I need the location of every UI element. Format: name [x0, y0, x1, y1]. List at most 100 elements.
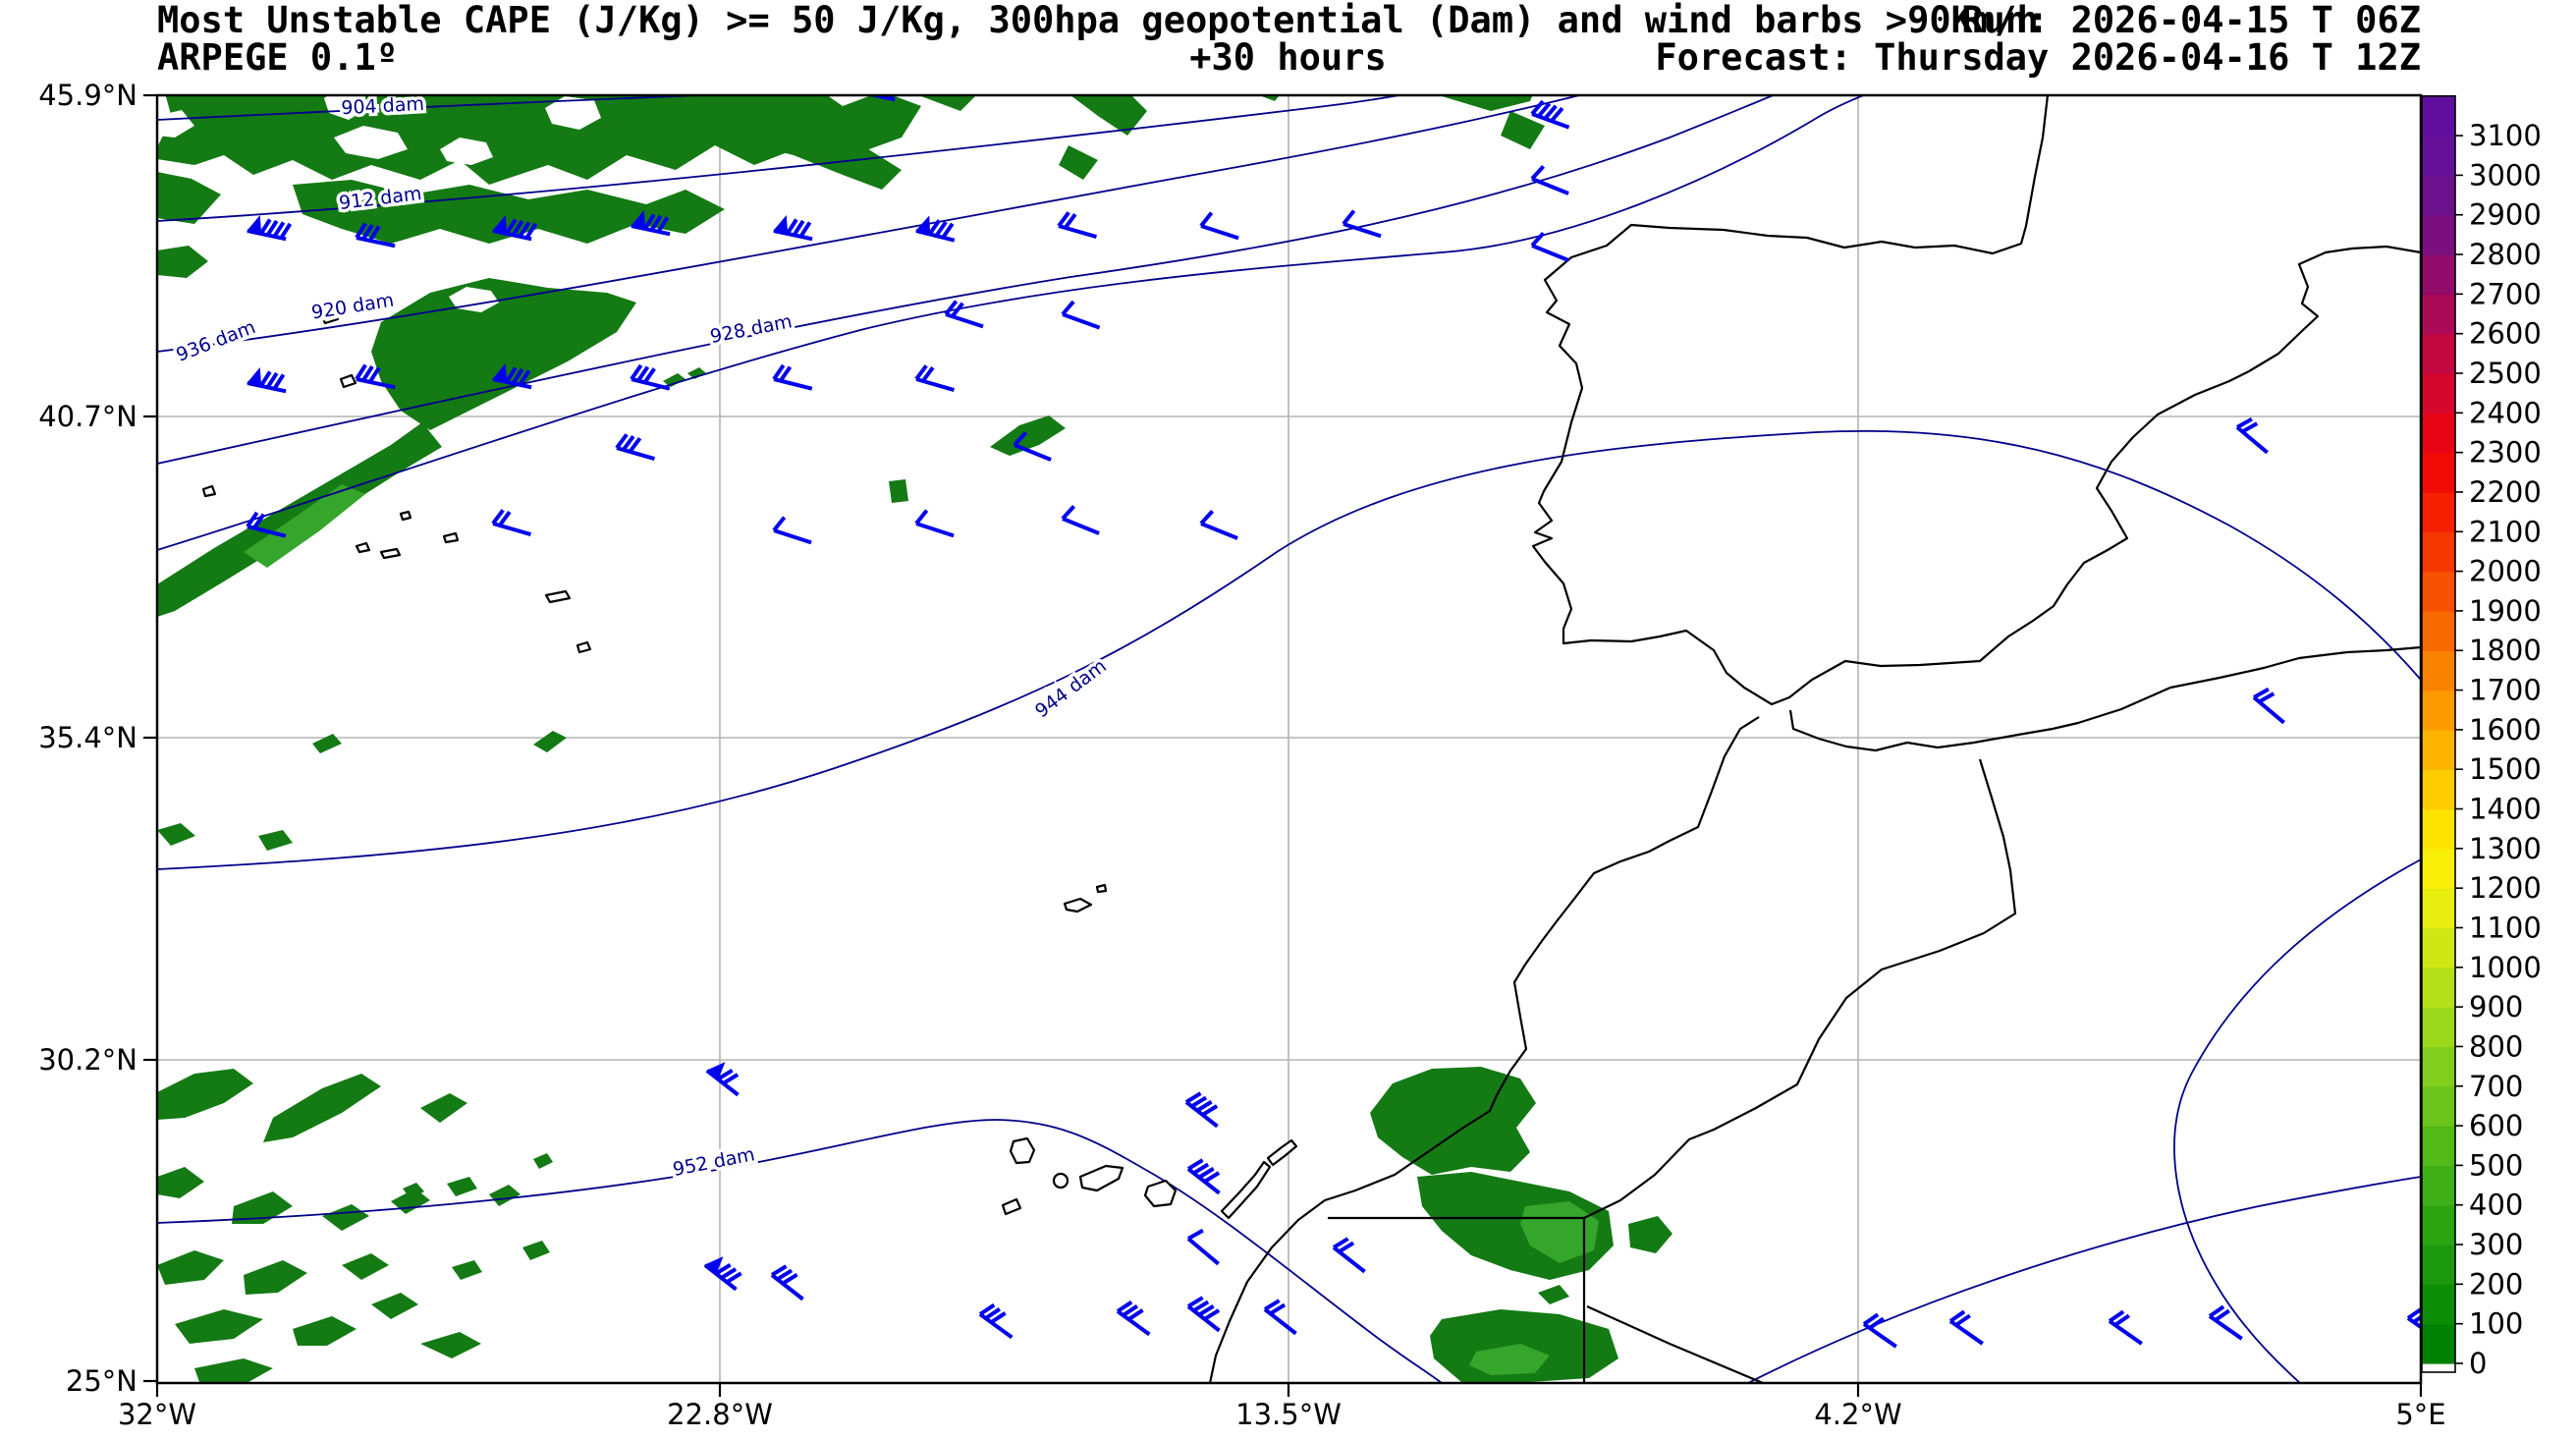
- wind-barb-tick: [1530, 99, 1545, 116]
- contour-944: [157, 429, 2421, 870]
- colorbar-tick-label: 1000: [2469, 951, 2542, 984]
- colorbar-tick-label: 600: [2469, 1109, 2523, 1142]
- wind-barb-staff: [616, 446, 656, 461]
- y-tick-label: 35.4°N: [38, 721, 137, 754]
- wind-barb-staff: [1343, 222, 1382, 239]
- wind-barb-tick: [491, 509, 505, 526]
- wind-barb-staff: [2108, 1319, 2143, 1346]
- wind-barb-staff: [1862, 1322, 1897, 1349]
- wind-barb-tick: [1862, 1312, 1880, 1326]
- contour-904: [157, 95, 2421, 121]
- wind-barb-staff: [247, 525, 287, 538]
- colorbar-segment: [2422, 690, 2455, 731]
- wind-barb-staff: [1184, 1100, 1219, 1129]
- island-la-gomera: [1052, 1172, 1069, 1190]
- wind-barb-tick: [786, 218, 798, 235]
- wind-barb: [703, 1256, 742, 1292]
- contour-east-branch: [2173, 858, 2421, 1383]
- contour-928: [157, 95, 1776, 465]
- wind-barb-tick: [1203, 1308, 1221, 1321]
- cape-fill-higher: [244, 484, 1599, 1375]
- wind-barb-tick: [2236, 416, 2253, 429]
- wind-barb: [1061, 300, 1101, 330]
- wind-barb-flag: [492, 362, 508, 383]
- colorbar-tick-label: 1500: [2469, 752, 2542, 786]
- wind-barb-tick: [1199, 510, 1215, 526]
- geopotential-contours: [157, 95, 2421, 1383]
- colorbar-segment: [2422, 1126, 2455, 1166]
- contour-920: [157, 95, 1584, 353]
- wind-barb-tick: [518, 369, 531, 386]
- wind-barb-staff: [1263, 1307, 1297, 1336]
- x-tick-label: 32°W: [118, 1398, 196, 1431]
- run-label: Run: 2026-04-15 T 06Z: [1961, 0, 2421, 41]
- wind-barb-tick: [636, 365, 650, 382]
- wind-barb-tick: [1190, 1095, 1208, 1109]
- colorbar-segment: [2422, 1165, 2455, 1206]
- wind-barb: [2252, 687, 2285, 725]
- coastlines: [201, 95, 2421, 1383]
- wind-barb-staff: [492, 522, 532, 536]
- colorbar: 0 100 200 300 400 500 600 700 800 900 1000 1100 1200…: [2421, 94, 2542, 1380]
- colorbar-segment: [2422, 95, 2455, 137]
- wind-barb-flag: [704, 1256, 724, 1275]
- wind-barb-staff: [2406, 1316, 2421, 1343]
- wind-barb-tick: [1530, 232, 1546, 248]
- wind-barb-tick: [1195, 1099, 1213, 1113]
- wind-barb-staff: [1200, 224, 1239, 241]
- wind-barb: [705, 1062, 740, 1097]
- wind-barb-tick: [368, 225, 381, 242]
- wind-barb-tick: [615, 433, 629, 450]
- wind-barb-tick: [622, 435, 635, 452]
- wind-barb-staff: [1186, 1167, 1221, 1195]
- wind-barb-tick: [2208, 1304, 2225, 1318]
- wind-barb-tick: [1127, 1308, 1144, 1321]
- wind-barb-tick: [498, 511, 512, 527]
- wind-barb: [247, 214, 293, 242]
- y-tick-label: 40.7°N: [38, 400, 137, 433]
- wind-barb: [246, 511, 287, 538]
- wind-barb-flag: [247, 214, 262, 235]
- wind-barb-tick: [798, 221, 812, 238]
- wind-barb: [2208, 1304, 2243, 1341]
- wind-barb-tick: [524, 222, 538, 240]
- wind-barb: [772, 363, 813, 391]
- colorbar-tick-label: 1600: [2469, 713, 2542, 747]
- y-tick-label: 30.2°N: [38, 1043, 137, 1077]
- wind-barb: [630, 209, 671, 237]
- wind-barb-tick: [978, 1302, 996, 1316]
- wind-barb-tick: [1187, 1228, 1204, 1241]
- wind-barb: [914, 509, 955, 538]
- wind-barb-tick: [1116, 1300, 1133, 1313]
- wind-barb: [978, 1302, 1014, 1340]
- wind-barb: [1342, 209, 1382, 239]
- colorbar-tick-label: 2200: [2469, 475, 2542, 509]
- wind-barb: [1186, 1296, 1221, 1333]
- wind-barb-tick: [944, 300, 959, 316]
- wind-barb-tick: [511, 367, 524, 385]
- wind-barb-staff: [1332, 1245, 1366, 1274]
- wind-barb-tick: [914, 509, 929, 526]
- wind-barb-tick: [355, 222, 367, 240]
- wind-barb-tick: [1954, 1313, 1971, 1327]
- wind-barb: [1013, 431, 1052, 462]
- wind-barb-staff: [493, 77, 531, 84]
- wind-barb-staff: [1605, 95, 1644, 96]
- colorbar-tick-label: 2000: [2469, 555, 2542, 588]
- wind-barb-tick: [505, 218, 518, 235]
- wind-barb-flag: [706, 1062, 726, 1080]
- grid-lines: [157, 95, 2421, 1383]
- wind-barb-staff: [705, 79, 743, 86]
- wind-barb-tick: [361, 223, 374, 241]
- wind-barb-tick: [779, 365, 793, 382]
- wind-barb-tick: [259, 370, 272, 387]
- colorbar-segment: [2422, 967, 2455, 1008]
- wind-barb-staff: [915, 377, 956, 392]
- wind-barb-tick: [1061, 300, 1075, 316]
- colorbar-segment: [2422, 1204, 2455, 1245]
- wind-barb-staff: [1058, 224, 1098, 239]
- wind-barb-tick: [511, 219, 524, 237]
- wind-barb: [772, 516, 812, 545]
- colorbar-segment: [2422, 1085, 2455, 1127]
- colorbar-tick-label: 1100: [2469, 911, 2542, 944]
